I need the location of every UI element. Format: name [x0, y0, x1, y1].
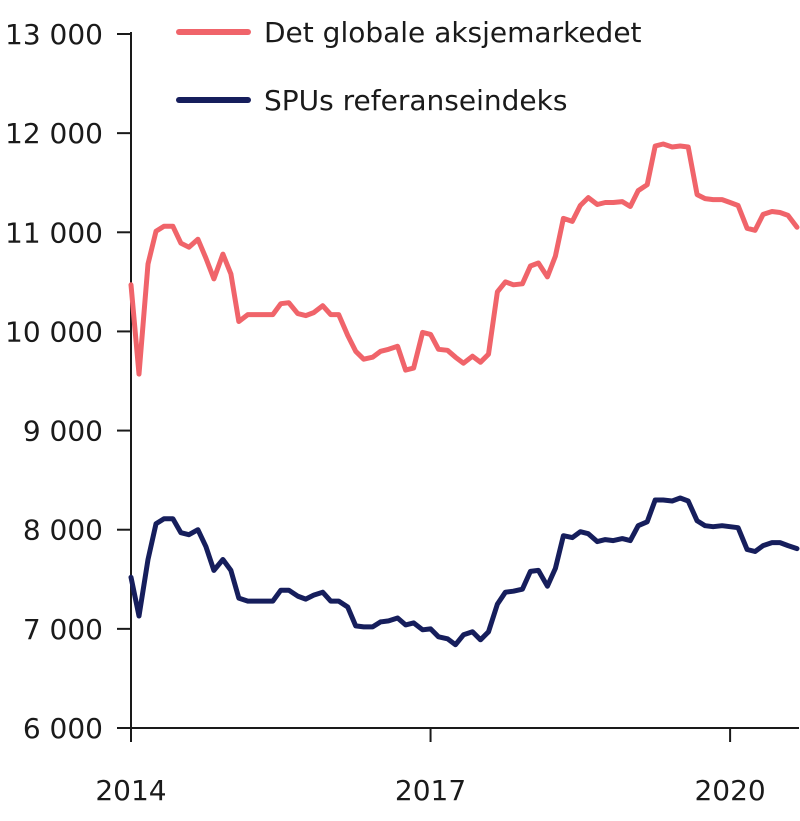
y-tick-label: 10 000 [5, 315, 103, 348]
series-layer [128, 141, 800, 648]
legend-label: SPUs referanseindeks [264, 84, 567, 117]
y-tick-label: 12 000 [5, 117, 103, 150]
y-axis: 6 000 7 000 8 000 9 000 10 000 11 000 12 000 13… [5, 18, 132, 745]
x-tick-label: 2014 [95, 774, 166, 807]
legend-label: Det globale aksjemarkedet [264, 16, 642, 49]
series-line-spu-reference-index [128, 495, 800, 648]
y-tick-label: 8 000 [23, 514, 103, 547]
legend: Det globale aksjemarkedet SPUs referansei… [176, 16, 642, 117]
y-tick-label: 6 000 [23, 712, 103, 745]
y-tick-label: 7 000 [23, 613, 103, 646]
y-tick-label: 9 000 [23, 415, 103, 448]
x-tick-label: 2017 [395, 774, 466, 807]
x-axis: 2014 2017 2020 [95, 727, 799, 807]
y-tick-label: 13 000 [5, 18, 103, 51]
x-tick-label: 2020 [694, 774, 765, 807]
series-line-global-stock-market [128, 141, 800, 377]
y-tick-label: 11 000 [5, 216, 103, 249]
